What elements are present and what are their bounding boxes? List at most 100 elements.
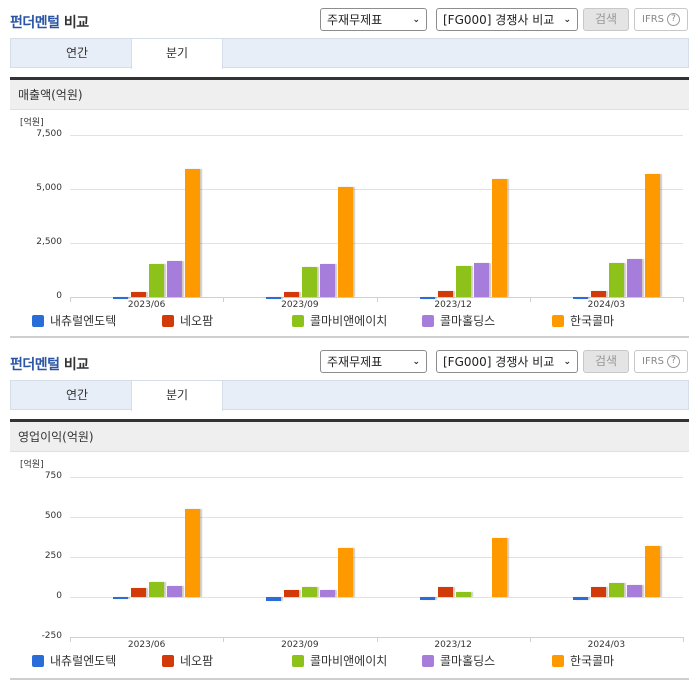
x-tick-label: 2023/12 xyxy=(434,640,472,650)
gridline xyxy=(70,135,683,136)
chevron-down-icon: ⌄ xyxy=(563,356,571,367)
x-tick xyxy=(529,637,531,642)
section-header: 펀더멘털 비교 주재무제표 ⌄ [FG000] 경쟁사 비교 ⌄ 검색 IFRS? xyxy=(0,342,696,380)
x-tick xyxy=(223,297,225,302)
x-tick-label: 2023/09 xyxy=(281,300,319,310)
bar xyxy=(419,296,435,299)
bar xyxy=(338,548,354,597)
legend: 내츄럴엔도텍 네오팜 콜마비앤에이치 콜마홀딩스 한국콜마 xyxy=(32,652,682,669)
bar xyxy=(572,597,588,601)
x-tick-label: 2023/09 xyxy=(281,640,319,650)
search-button[interactable]: 검색 xyxy=(583,8,629,31)
legend: 내츄럴엔도텍 네오팜 콜마비앤에이치 콜마홀딩스 한국콜마 xyxy=(32,312,682,329)
bar xyxy=(320,263,336,297)
panel-title: 매출액(억원) xyxy=(10,80,689,110)
legend-swatch-icon xyxy=(552,654,564,667)
x-tick-label: 2023/06 xyxy=(127,300,166,310)
bar xyxy=(473,262,489,297)
legend-swatch-icon xyxy=(552,314,564,327)
legend-item: 내츄럴엔도텍 xyxy=(32,652,162,669)
tab-annual[interactable]: 연간 xyxy=(65,388,89,402)
x-tick xyxy=(376,297,378,302)
legend-item: 콜마비앤에이치 xyxy=(292,652,422,669)
unit-label: [억원] xyxy=(20,460,44,470)
legend-label: 콜마홀딩스 xyxy=(440,654,496,668)
legend-swatch-icon xyxy=(162,314,174,327)
legend-item: 한국콜마 xyxy=(552,312,682,329)
chevron-down-icon: ⌄ xyxy=(412,356,420,367)
search-button[interactable]: 검색 xyxy=(583,350,629,373)
unit-label: [억원] xyxy=(20,118,44,128)
legend-label: 한국콜마 xyxy=(570,314,615,328)
legend-label: 콜마비앤에이치 xyxy=(310,314,388,328)
x-tick xyxy=(376,637,378,642)
bar xyxy=(131,292,146,297)
statement-select[interactable]: 주재무제표 ⌄ xyxy=(320,8,427,31)
legend-swatch-icon xyxy=(32,654,44,667)
group-select[interactable]: [FG000] 경쟁사 비교 ⌄ xyxy=(436,350,578,373)
legend-swatch-icon xyxy=(32,314,44,327)
gridline xyxy=(70,517,683,518)
fundamental-section-revenue: 펀더멘털 비교 주재무제표 ⌄ [FG000] 경쟁사 비교 ⌄ 검색 IFRS? … xyxy=(0,0,696,328)
bar xyxy=(167,585,182,597)
legend-swatch-icon xyxy=(292,654,304,667)
legend-label: 내츄럴엔도텍 xyxy=(50,314,117,328)
chart-panel: 매출액(억원) [억원] 7,500 5,000 2,500 0 2023/06 2023… xyxy=(10,77,689,328)
bar xyxy=(185,509,200,597)
x-tick-label: 2023/12 xyxy=(434,300,472,310)
y-tick-label: 5,000 xyxy=(36,183,62,193)
x-tick xyxy=(529,297,531,302)
legend-item: 콜마비앤에이치 xyxy=(292,312,422,329)
ifrs-button[interactable]: IFRS? xyxy=(634,350,688,373)
legend-label: 콜마비앤에이치 xyxy=(310,654,388,668)
x-tick-label: 2024/03 xyxy=(587,640,626,650)
x-tick xyxy=(70,297,71,302)
y-tick-label: 750 xyxy=(44,471,62,481)
bar xyxy=(167,260,182,297)
bar xyxy=(491,179,507,297)
legend-label: 네오팜 xyxy=(180,654,214,668)
bar xyxy=(590,291,606,297)
y-tick-label: 250 xyxy=(44,551,62,561)
bar xyxy=(455,591,471,597)
legend-item: 네오팜 xyxy=(162,312,292,329)
bar xyxy=(113,597,128,600)
legend-item: 한국콜마 xyxy=(552,652,682,669)
bar xyxy=(608,582,624,597)
legend-label: 콜마홀딩스 xyxy=(440,314,496,328)
section-title: 펀더멘털 비교 xyxy=(10,15,89,31)
bar xyxy=(455,265,471,297)
tab-quarterly[interactable]: 분기 xyxy=(131,381,223,411)
y-tick-label: 0 xyxy=(56,591,62,601)
bar xyxy=(608,263,624,297)
tab-annual[interactable]: 연간 xyxy=(65,46,89,60)
bar xyxy=(626,585,642,597)
bar xyxy=(185,168,200,297)
ifrs-button[interactable]: IFRS? xyxy=(634,8,688,31)
legend-item: 네오팜 xyxy=(162,652,292,669)
tab-quarterly[interactable]: 분기 xyxy=(131,39,223,69)
bar xyxy=(572,296,588,299)
bar xyxy=(437,587,453,597)
group-select[interactable]: [FG000] 경쟁사 비교 ⌄ xyxy=(436,8,578,31)
help-icon: ? xyxy=(667,355,680,368)
bar xyxy=(644,545,660,597)
bar xyxy=(149,581,164,597)
gridline xyxy=(70,557,683,558)
y-tick-label: 0 xyxy=(56,291,62,301)
help-icon: ? xyxy=(667,13,680,26)
bar xyxy=(437,291,453,297)
legend-item: 콜마홀딩스 xyxy=(422,312,552,329)
statement-select[interactable]: 주재무제표 ⌄ xyxy=(320,350,427,373)
gridline xyxy=(70,597,683,598)
bar xyxy=(590,587,606,597)
legend-swatch-icon xyxy=(422,314,434,327)
period-tabs: 연간 분기 xyxy=(10,380,689,411)
operating-income-chart: [억원] 750 500 250 0 -250 2023/06 2023/09 2023/12… xyxy=(10,452,689,669)
legend-swatch-icon xyxy=(422,654,434,667)
divider xyxy=(10,678,689,680)
bar xyxy=(149,263,164,297)
section-title: 펀더멘털 비교 xyxy=(10,357,89,373)
bar xyxy=(320,589,336,597)
bar xyxy=(626,258,642,297)
